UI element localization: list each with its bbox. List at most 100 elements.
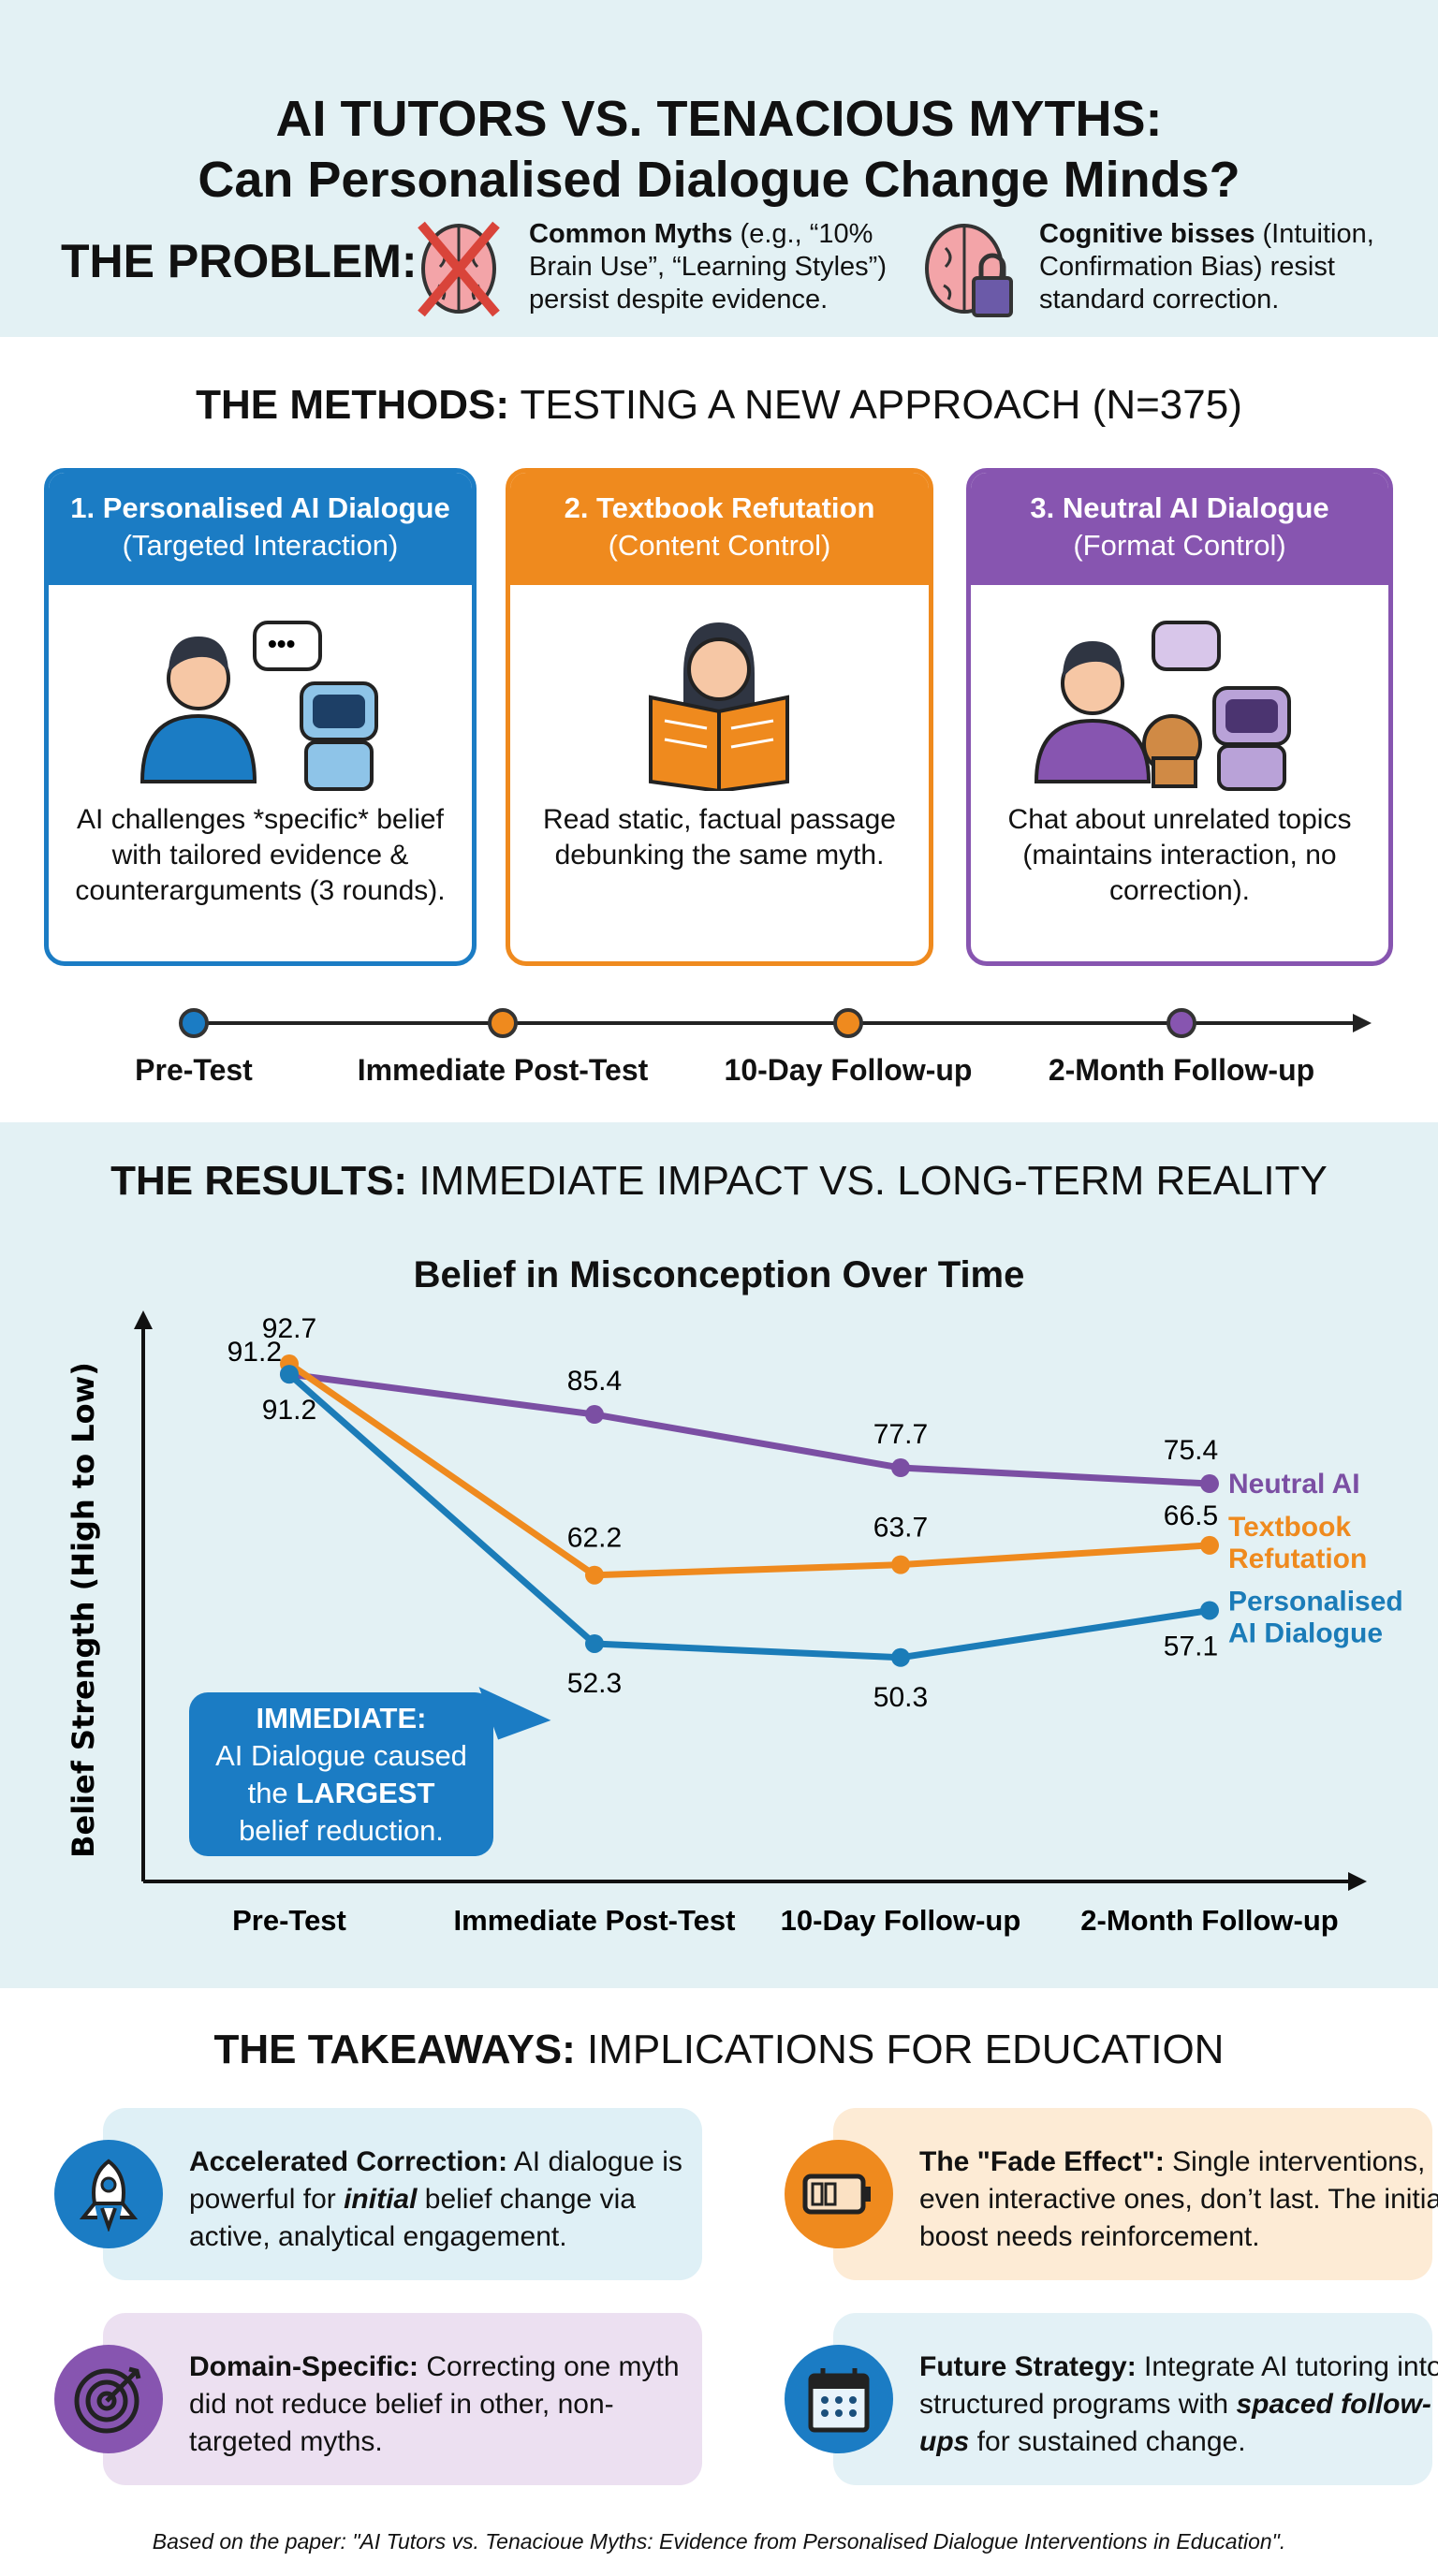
myths-bold: Common Myths xyxy=(529,219,733,249)
card-header: 2. Textbook Refutation (Content Control) xyxy=(510,473,929,585)
header-section xyxy=(0,0,1438,337)
data-label: 85.4 xyxy=(567,1366,622,1397)
methods-heading-bold: THE METHODS: xyxy=(196,382,510,428)
callout-line-2: the LARGEST xyxy=(189,1775,493,1812)
series-line-2 xyxy=(286,1371,1211,1661)
low-battery-icon xyxy=(785,2140,893,2248)
methods-heading: THE METHODS: TESTING A NEW APPROACH (N=3… xyxy=(0,382,1438,429)
myths-rest: (e.g., “10% Brain Use”, “Learning Styles… xyxy=(529,219,887,315)
problem-myths-text: Common Myths (e.g., “10% Brain Use”, “Le… xyxy=(529,218,903,316)
card-header: 1. Personalised AI Dialogue (Targeted Int… xyxy=(49,473,472,585)
takeaway-body: Correcting one myth did not reduce belie… xyxy=(189,2351,680,2457)
takeaway-body-end: for sustained change. xyxy=(969,2426,1246,2457)
data-point xyxy=(891,1647,910,1667)
results-heading: THE RESULTS: IMMEDIATE IMPACT VS. LONG-T… xyxy=(0,1158,1438,1205)
data-point xyxy=(280,1365,299,1384)
takeaways-heading: THE TAKEAWAYS: IMPLICATIONS FOR EDUCATIO… xyxy=(0,2027,1438,2073)
data-point xyxy=(585,1633,604,1653)
takeaway-title: The "Fade Effect": xyxy=(919,2146,1165,2177)
data-label: 57.1 xyxy=(1164,1631,1218,1661)
takeaway-title: Domain-Specific: xyxy=(189,2351,419,2382)
results-heading-bold: THE RESULTS: xyxy=(110,1158,408,1204)
timeline-label: 10-Day Follow-up xyxy=(724,1053,973,1087)
timeline-label: 2-Month Follow-up xyxy=(1048,1053,1315,1087)
problem-label: THE PROBLEM: xyxy=(61,235,418,287)
card-body: Read static, factual passage debunking t… xyxy=(543,804,896,871)
callout-line-3: belief reduction. xyxy=(239,1814,444,1847)
biases-bold: Cognitive bisses xyxy=(1039,219,1255,249)
callout-title: IMMEDIATE: xyxy=(256,1702,427,1734)
callout-line-1: AI Dialogue caused xyxy=(215,1739,467,1772)
timeline-dot-immediate xyxy=(488,1008,518,1038)
data-point xyxy=(1200,1474,1219,1494)
takeaway-body-end: belief change via active, analytical eng… xyxy=(189,2184,636,2252)
title-line-1: AI TUTORS VS. TENACIOUS MYTHS: xyxy=(275,91,1163,147)
data-label: 50.3 xyxy=(873,1682,928,1713)
series-line-1 xyxy=(287,1361,1211,1579)
calendar-icon xyxy=(785,2345,893,2453)
takeaway-text: The "Fade Effect": Single interventions,… xyxy=(919,2144,1438,2256)
callout-largest: LARGEST xyxy=(296,1777,435,1809)
card-subtitle: (Format Control) xyxy=(1073,529,1286,562)
rocket-icon xyxy=(54,2140,163,2248)
data-point xyxy=(585,1405,604,1425)
data-point xyxy=(891,1458,910,1478)
callout-line-2-pre: the xyxy=(247,1777,297,1809)
x-tick-label: 10-Day Follow-up xyxy=(781,1904,1021,1937)
data-point xyxy=(585,1565,604,1585)
takeaway-body: Integrate AI tutoring into structured pr… xyxy=(919,2351,1438,2420)
x-tick-label: Immediate Post-Test xyxy=(454,1904,736,1937)
x-tick-label: 2-Month Follow-up xyxy=(1080,1904,1338,1937)
card-title: 1. Personalised AI Dialogue xyxy=(70,491,450,524)
legend-label: Personalised AI Dialogue xyxy=(1228,1586,1403,1648)
svg-text:•••: ••• xyxy=(268,629,295,658)
target-icon xyxy=(54,2345,163,2453)
crossed-brain-icon xyxy=(418,221,500,317)
card-title: 2. Textbook Refutation xyxy=(564,491,875,524)
card-title: 3. Neutral AI Dialogue xyxy=(1030,491,1329,524)
biases-rest: (Intuition, Confirmation Bias) resist st… xyxy=(1039,219,1374,315)
takeaway-card xyxy=(833,2313,1432,2485)
x-axis-arrow xyxy=(1348,1872,1367,1891)
timeline-dot-10day xyxy=(833,1008,863,1038)
y-axis-arrow xyxy=(134,1310,153,1329)
problem-biases-text: Cognitive bisses (Intuition, Confirmatio… xyxy=(1039,218,1414,316)
takeaway-emphasis: initial xyxy=(344,2184,418,2215)
card-subtitle: (Content Control) xyxy=(608,529,831,562)
takeaway-title: Accelerated Correction: xyxy=(189,2146,508,2177)
method-card-neutral: 3. Neutral AI Dialogue (Format Control) C… xyxy=(966,468,1393,966)
person-chatting-with-robot-icon: ••• xyxy=(139,621,378,791)
legend-label: Textbook Refutation xyxy=(1228,1512,1367,1574)
card-body: AI challenges *specific* belief with tai… xyxy=(75,804,446,906)
takeaways-heading-bold: THE TAKEAWAYS: xyxy=(213,2027,576,2072)
chart-title: Belief in Misconception Over Time xyxy=(413,1254,1025,1295)
takeaway-title: Future Strategy: xyxy=(919,2351,1137,2382)
legend-label: Neutral AI xyxy=(1228,1469,1360,1500)
results-heading-rest: IMMEDIATE IMPACT VS. LONG-TERM REALITY xyxy=(407,1158,1328,1204)
immediate-callout: IMMEDIATE: AI Dialogue caused the LARGES… xyxy=(189,1692,493,1856)
takeaway-card xyxy=(103,2108,702,2280)
locked-brain-icon xyxy=(925,224,1013,317)
method-card-personalised: 1. Personalised AI Dialogue (Targeted Int… xyxy=(44,468,477,966)
data-label: 75.4 xyxy=(1164,1435,1218,1466)
card-body: Chat about unrelated topics (maintains i… xyxy=(1007,804,1352,906)
takeaway-text: Future Strategy: Integrate AI tutoring i… xyxy=(919,2349,1438,2461)
data-point xyxy=(1200,1601,1219,1620)
takeaway-body: AI dialogue is powerful for xyxy=(189,2146,682,2215)
data-label: 77.7 xyxy=(873,1419,928,1450)
data-label: 91.2 xyxy=(262,1395,316,1426)
takeaway-text: Domain-Specific: Correcting one myth did… xyxy=(189,2349,713,2461)
timeline-line xyxy=(187,1021,1357,1025)
takeaway-body: Single interventions, even interactive o… xyxy=(919,2146,1438,2252)
timeline-label: Immediate Post-Test xyxy=(357,1053,649,1087)
takeaway-card xyxy=(833,2108,1432,2280)
series-line-0 xyxy=(288,1370,1211,1487)
person-dog-robot-chat-icon xyxy=(1034,621,1291,791)
person-reading-book-icon xyxy=(649,622,789,791)
card-subtitle: (Targeted Interaction) xyxy=(122,529,399,562)
data-label: 92.7 xyxy=(262,1313,316,1344)
takeaway-text: Accelerated Correction: AI dialogue is p… xyxy=(189,2144,713,2256)
x-tick-label: Pre-Test xyxy=(232,1904,346,1937)
data-label: 52.3 xyxy=(567,1668,622,1699)
timeline-dot-2month xyxy=(1167,1008,1196,1038)
